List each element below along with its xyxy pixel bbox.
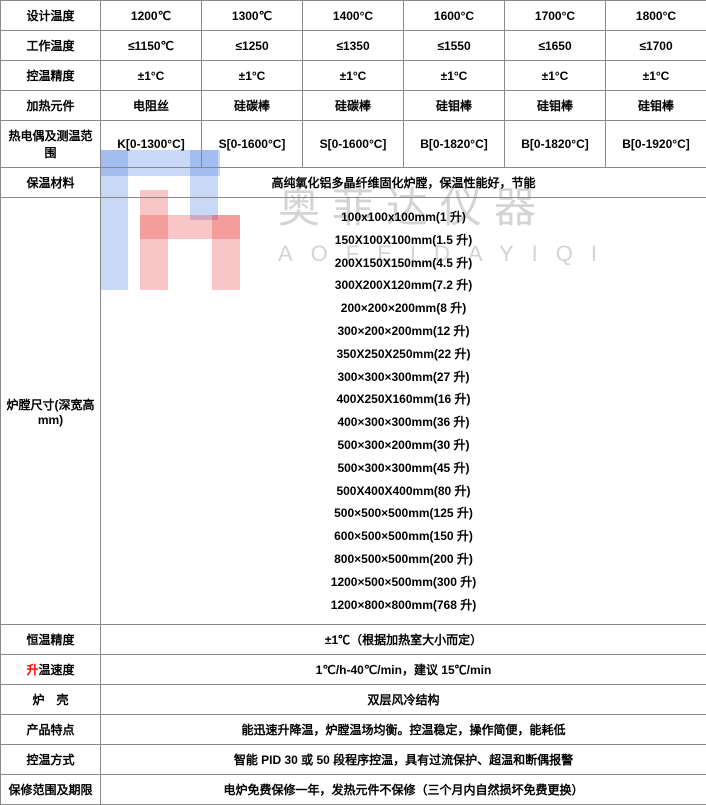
chamber-size-list: 100x100x100mm(1 升)150X100X100mm(1.5 升)20… — [101, 198, 706, 625]
cell: ±1°C — [404, 61, 505, 91]
row-label: 保温材料 — [1, 168, 101, 198]
table-row: 产品特点 能迅速升降温，炉膛温场均衡。控温稳定，操作简便，能耗低 — [1, 715, 706, 745]
chamber-size-item: 200X150X150mm(4.5 升) — [105, 252, 702, 275]
cell: ±1°C — [505, 61, 606, 91]
table-row: 加热元件 电阻丝 硅碳棒 硅碳棒 硅钼棒 硅钼棒 硅钼棒 — [1, 91, 706, 121]
table-row: 热电偶及测温范围 K[0-1300°C] S[0-1600°C] S[0-160… — [1, 121, 706, 168]
cell-merged: 电炉免费保修一年，发热元件不保修（三个月内自然损坏免费更换） — [101, 775, 706, 805]
chamber-size-item: 300×200×200mm(12 升) — [105, 320, 702, 343]
cell-merged: 能迅速升降温，炉膛温场均衡。控温稳定，操作简便，能耗低 — [101, 715, 706, 745]
cell: 电阻丝 — [101, 91, 202, 121]
cell-merged: 双层风冷结构 — [101, 685, 706, 715]
row-label: 保修范围及期限 — [1, 775, 101, 805]
table-row: 炉膛尺寸(深宽高 mm) 100x100x100mm(1 升)150X100X1… — [1, 198, 706, 625]
chamber-size-item: 150X100X100mm(1.5 升) — [105, 229, 702, 252]
chamber-size-item: 100x100x100mm(1 升) — [105, 206, 702, 229]
cell: S[0-1600°C] — [303, 121, 404, 168]
table-row: 保温材料 高纯氧化铝多晶纤维固化炉膛，保温性能好，节能 — [1, 168, 706, 198]
row-label: 控温精度 — [1, 61, 101, 91]
cell-merged: 1℃/h-40℃/min，建议 15℃/min — [101, 655, 706, 685]
cell: 硅碳棒 — [202, 91, 303, 121]
row-label: 炉膛尺寸(深宽高 mm) — [1, 198, 101, 625]
cell: ≤1250 — [202, 31, 303, 61]
row-label: 恒温精度 — [1, 625, 101, 655]
cell: B[0-1920°C] — [606, 121, 706, 168]
table-row: 升温速度 1℃/h-40℃/min，建议 15℃/min — [1, 655, 706, 685]
cell: K[0-1300°C] — [101, 121, 202, 168]
cell: 硅钼棒 — [606, 91, 706, 121]
cell: 硅钼棒 — [404, 91, 505, 121]
chamber-size-item: 200×200×200mm(8 升) — [105, 297, 702, 320]
cell: 硅碳棒 — [303, 91, 404, 121]
cell: ±1°C — [101, 61, 202, 91]
chamber-size-item: 400×300×300mm(36 升) — [105, 411, 702, 434]
table-row: 保修范围及期限 电炉免费保修一年，发热元件不保修（三个月内自然损坏免费更换） — [1, 775, 706, 805]
cell: 硅钼棒 — [505, 91, 606, 121]
cell-merged: 智能 PID 30 或 50 段程序控温，具有过流保护、超温和断偶报警 — [101, 745, 706, 775]
cell-merged: ±1℃（根据加热室大小而定） — [101, 625, 706, 655]
chamber-size-item: 600×500×500mm(150 升) — [105, 525, 702, 548]
chamber-size-item: 300×300×300mm(27 升) — [105, 366, 702, 389]
row-label: 加热元件 — [1, 91, 101, 121]
chamber-size-item: 800×500×500mm(200 升) — [105, 548, 702, 571]
spec-table: 设计温度 1200℃ 1300℃ 1400°C 1600°C 1700°C 18… — [0, 0, 706, 805]
chamber-size-item: 500X400X400mm(80 升) — [105, 480, 702, 503]
chamber-size-item: 500×300×300mm(45 升) — [105, 457, 702, 480]
cell: 1200℃ — [101, 1, 202, 31]
row-label: 炉 壳 — [1, 685, 101, 715]
chamber-size-item: 500×500×500mm(125 升) — [105, 502, 702, 525]
row-label: 升温速度 — [1, 655, 101, 685]
cell: ≤1650 — [505, 31, 606, 61]
cell: ±1°C — [303, 61, 404, 91]
cell: 1400°C — [303, 1, 404, 31]
chamber-size-item: 400X250X160mm(16 升) — [105, 388, 702, 411]
cell: ≤1150℃ — [101, 31, 202, 61]
table-row: 控温精度 ±1°C ±1°C ±1°C ±1°C ±1°C ±1°C — [1, 61, 706, 91]
cell: 1700°C — [505, 1, 606, 31]
cell: ≤1350 — [303, 31, 404, 61]
cell: 1600°C — [404, 1, 505, 31]
table-row: 炉 壳 双层风冷结构 — [1, 685, 706, 715]
cell: ±1°C — [606, 61, 706, 91]
chamber-size-item: 500×300×200mm(30 升) — [105, 434, 702, 457]
row-label: 控温方式 — [1, 745, 101, 775]
chamber-size-item: 350X250X250mm(22 升) — [105, 343, 702, 366]
cell: ≤1550 — [404, 31, 505, 61]
row-label: 热电偶及测温范围 — [1, 121, 101, 168]
cell: B[0-1820°C] — [404, 121, 505, 168]
table-row: 工作温度 ≤1150℃ ≤1250 ≤1350 ≤1550 ≤1650 ≤170… — [1, 31, 706, 61]
cell: ±1°C — [202, 61, 303, 91]
cell: B[0-1820°C] — [505, 121, 606, 168]
table-row: 控温方式 智能 PID 30 或 50 段程序控温，具有过流保护、超温和断偶报警 — [1, 745, 706, 775]
row-label: 工作温度 — [1, 31, 101, 61]
table-row: 恒温精度 ±1℃（根据加热室大小而定） — [1, 625, 706, 655]
cell: ≤1700 — [606, 31, 706, 61]
table-row: 设计温度 1200℃ 1300℃ 1400°C 1600°C 1700°C 18… — [1, 1, 706, 31]
cell: S[0-1600°C] — [202, 121, 303, 168]
cell-merged: 高纯氧化铝多晶纤维固化炉膛，保温性能好，节能 — [101, 168, 706, 198]
row-label: 设计温度 — [1, 1, 101, 31]
chamber-size-item: 1200×500×500mm(300 升) — [105, 571, 702, 594]
cell: 1800°C — [606, 1, 706, 31]
chamber-size-item: 300X200X120mm(7.2 升) — [105, 274, 702, 297]
chamber-size-item: 1200×800×800mm(768 升) — [105, 594, 702, 617]
cell: 1300℃ — [202, 1, 303, 31]
row-label: 产品特点 — [1, 715, 101, 745]
